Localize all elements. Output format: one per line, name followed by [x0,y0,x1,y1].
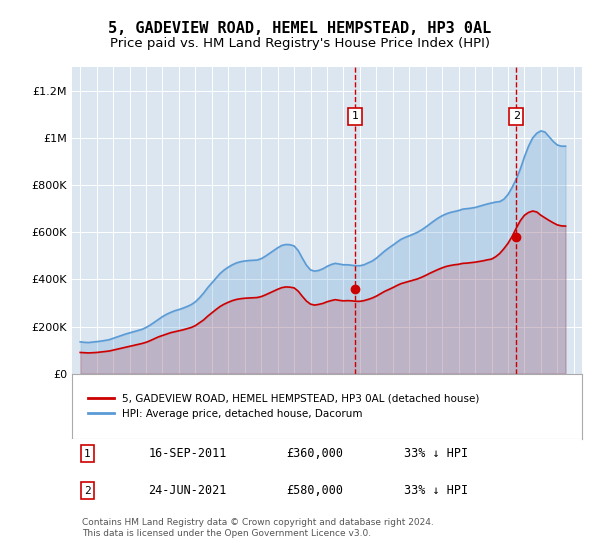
Text: 1: 1 [352,111,358,121]
Text: Price paid vs. HM Land Registry's House Price Index (HPI): Price paid vs. HM Land Registry's House … [110,38,490,50]
Text: 2: 2 [84,486,91,496]
Legend: 5, GADEVIEW ROAD, HEMEL HEMPSTEAD, HP3 0AL (detached house), HPI: Average price,: 5, GADEVIEW ROAD, HEMEL HEMPSTEAD, HP3 0… [82,389,484,424]
Text: 33% ↓ HPI: 33% ↓ HPI [404,447,467,460]
Text: 33% ↓ HPI: 33% ↓ HPI [404,484,467,497]
Text: 2: 2 [512,111,520,121]
Text: Contains HM Land Registry data © Crown copyright and database right 2024.
This d: Contains HM Land Registry data © Crown c… [82,518,434,538]
Text: 1: 1 [84,449,91,459]
Text: £360,000: £360,000 [286,447,343,460]
Text: 16-SEP-2011: 16-SEP-2011 [149,447,227,460]
Text: 24-JUN-2021: 24-JUN-2021 [149,484,227,497]
Text: 5, GADEVIEW ROAD, HEMEL HEMPSTEAD, HP3 0AL: 5, GADEVIEW ROAD, HEMEL HEMPSTEAD, HP3 0… [109,21,491,36]
Text: £580,000: £580,000 [286,484,343,497]
